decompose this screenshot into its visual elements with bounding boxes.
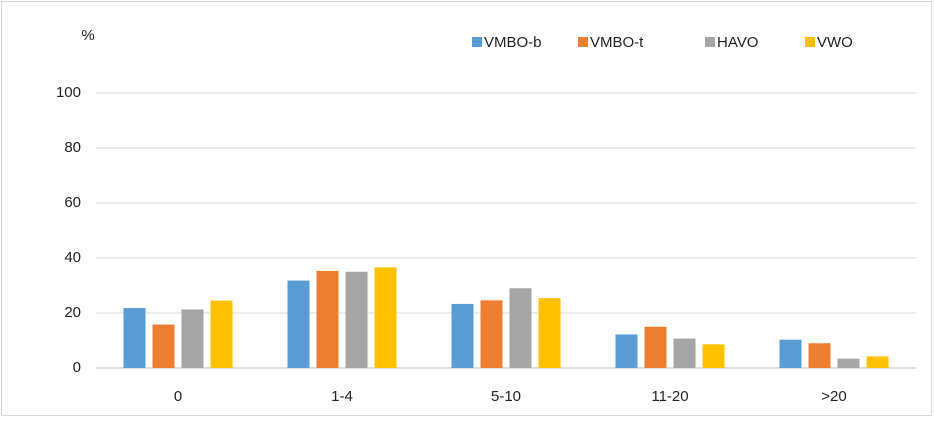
bar [181, 309, 204, 368]
x-tick-label: 11-20 [651, 388, 688, 405]
x-tick-label: 5-10 [491, 388, 521, 405]
bar [152, 324, 175, 368]
legend-label: VWO [817, 34, 853, 51]
bar [374, 267, 397, 368]
bar [451, 303, 474, 368]
bar [345, 271, 368, 368]
y-tick-label: 0 [73, 359, 81, 376]
bar [779, 339, 802, 368]
bar [480, 300, 503, 368]
legend-swatch [705, 37, 715, 47]
bar [210, 300, 233, 368]
bar [673, 338, 696, 368]
y-tick-label: 40 [64, 249, 81, 266]
y-tick-label: 100 [56, 84, 81, 101]
bar [123, 308, 146, 368]
y-tick-label: 20 [64, 304, 81, 321]
x-tick-label: 0 [174, 388, 182, 405]
bar [702, 344, 725, 368]
legend-label: VMBO-t [590, 34, 644, 51]
bar [287, 280, 310, 368]
bar [538, 298, 561, 368]
bar [316, 270, 339, 368]
x-tick-label: 1-4 [331, 388, 353, 405]
legend-swatch [805, 37, 815, 47]
y-tick-label: 60 [64, 194, 81, 211]
y-axis-label: % [81, 27, 94, 44]
bar [615, 334, 638, 368]
legend-swatch [472, 37, 482, 47]
y-tick-label: 80 [64, 139, 81, 156]
x-tick-label: >20 [821, 388, 846, 405]
bar [509, 288, 532, 368]
bar [644, 326, 667, 368]
legend-label: VMBO-b [484, 34, 542, 51]
legend-swatch [578, 37, 588, 47]
bar [808, 343, 831, 368]
bar [837, 358, 860, 368]
bar [866, 356, 889, 368]
legend-label: HAVO [717, 34, 758, 51]
